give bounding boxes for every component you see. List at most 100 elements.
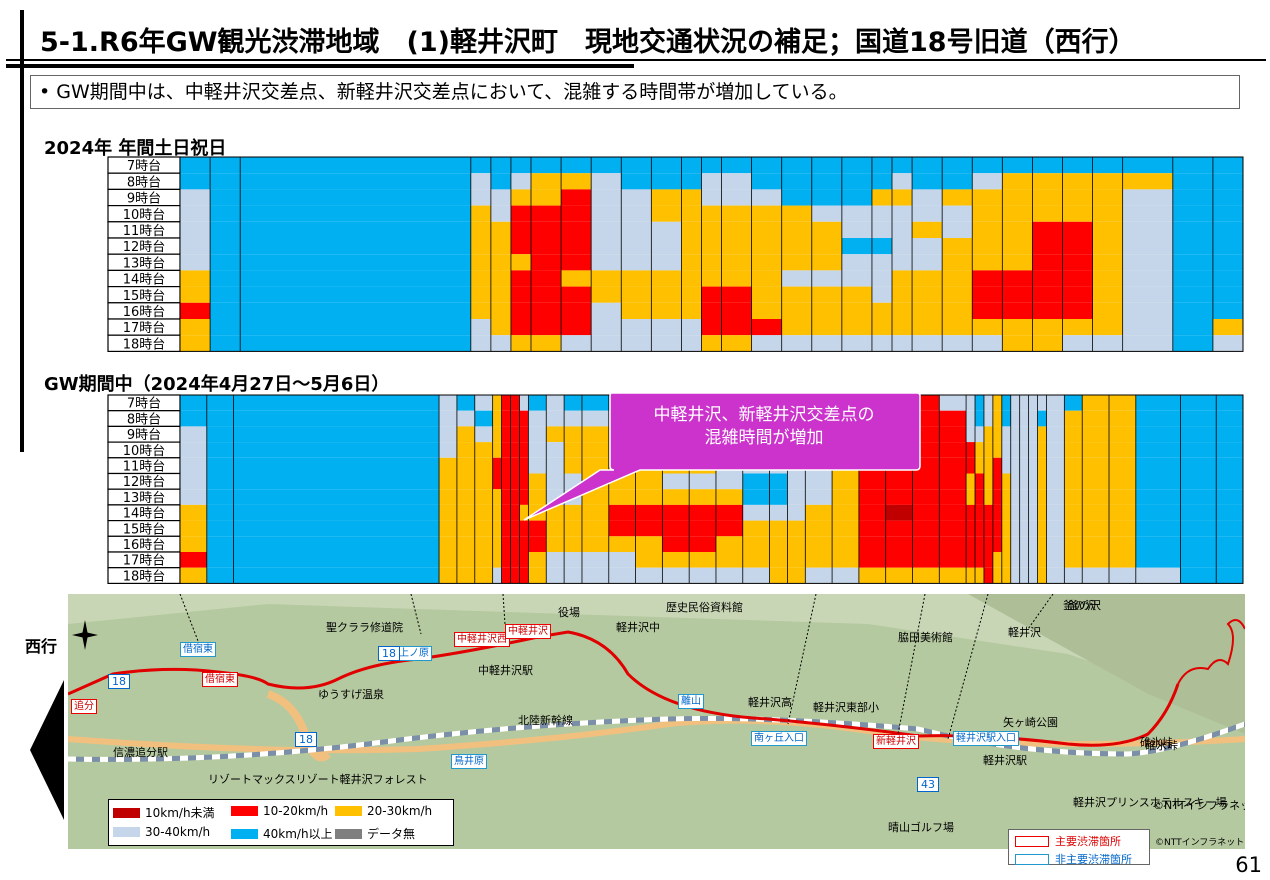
heatmap-cell: [1216, 395, 1243, 411]
route-marker-1: 18: [108, 674, 130, 689]
heatmap-cell: [510, 221, 531, 238]
heatmap-cell: [1135, 489, 1181, 505]
heatmap-cell: [1109, 504, 1136, 521]
row-label: 15時台: [123, 289, 166, 304]
heatmap-cell: [510, 270, 531, 287]
heatmap-cell: [1062, 270, 1093, 287]
bottleneck-legend: 主要渋滞箇所 非主要渋滞箇所: [1008, 829, 1150, 866]
heatmap-cell: [781, 270, 812, 287]
heatmap-cell: [1064, 567, 1083, 584]
heatmap-cell: [519, 489, 529, 505]
heatmap-cell: [1037, 504, 1047, 521]
direction-label: 西行: [25, 637, 58, 656]
heatmap-cell: [742, 536, 770, 552]
heatmap-cell: [912, 205, 943, 222]
heatmap-cell: [769, 473, 788, 490]
heatmap-cell: [1216, 426, 1243, 443]
heatmap-cell: [492, 489, 502, 505]
heatmap-cell: [519, 426, 529, 443]
heatmap-cell: [206, 504, 234, 521]
heatmap-cell: [781, 173, 812, 190]
legend-label: データ無: [367, 827, 416, 841]
map-place-1: 聖クララ修道院: [326, 621, 403, 634]
heatmap-cell: [1062, 319, 1093, 336]
heatmap-cell: [781, 254, 812, 271]
heatmap-cell: [1122, 286, 1173, 303]
heatmap-cell: [474, 552, 493, 568]
heatmap-cell: [591, 335, 622, 352]
heatmap-cell: [841, 205, 872, 222]
heatmap-cell: [635, 552, 663, 568]
heatmap-cell: [180, 536, 207, 552]
heatmap-cell: [1001, 504, 1011, 521]
heatmap-cell: [206, 410, 234, 427]
heatmap-cell: [681, 205, 702, 222]
heatmap-cell: [240, 205, 471, 222]
heatmap-cell: [1109, 457, 1136, 474]
heatmap-cell: [1010, 426, 1020, 443]
map-place-18: 歴史民俗資料館: [666, 601, 743, 614]
heatmap-cell: [1002, 302, 1033, 319]
heatmap-cell: [781, 189, 812, 206]
heatmap-cell: [519, 536, 529, 552]
heatmap-cell: [871, 270, 893, 287]
heatmap-cell: [983, 457, 993, 474]
heatmap-cell: [1019, 457, 1029, 474]
heatmap-cell: [892, 270, 913, 287]
heatmap-cell: [1019, 473, 1029, 490]
heatmap-cell: [1092, 221, 1123, 238]
legend-swatch: [231, 828, 258, 839]
map-label-toriibara: 鳥井原: [451, 754, 487, 769]
heatmap-cell: [519, 473, 529, 490]
heatmap-cell: [1082, 442, 1110, 458]
heatmap-cell: [1046, 536, 1065, 552]
heatmap-cell: [858, 536, 886, 552]
heatmap-cell: [210, 302, 241, 319]
heatmap-cell: [1172, 286, 1213, 303]
heatmap-cell: [1002, 157, 1033, 174]
heatmap-cell: [992, 410, 1002, 427]
heatmap-cell: [651, 189, 682, 206]
heatmap-cell: [1092, 205, 1123, 222]
heatmap-cell: [841, 221, 872, 238]
legend-swatch: [113, 827, 140, 837]
heatmap-cell: [1019, 536, 1029, 552]
route-marker-3: 18: [295, 732, 317, 747]
map-place-13: 晴山ゴルフ場: [888, 821, 954, 834]
heatmap-cell: [180, 442, 207, 458]
heatmap-cell: [992, 457, 1002, 474]
heatmap-cell: [912, 536, 940, 552]
row-label: 10時台: [123, 444, 166, 459]
heatmap-cell: [206, 536, 234, 552]
heatmap-cell: [439, 442, 457, 458]
map-place-12: 軽井沢プリンスホテルスキー場: [1073, 796, 1227, 809]
heatmap-cell: [983, 410, 993, 427]
heatmap-cell: [721, 270, 752, 287]
row-label: 15時台: [123, 522, 166, 537]
legend-label: 20-30km/h: [367, 804, 433, 818]
speed-legend: 10km/h未満 10-20km/h 20-30km/h 30-40km/h 40km/…: [108, 799, 454, 846]
heatmap-cell: [492, 567, 502, 584]
heatmap-cell: [1135, 395, 1181, 411]
heatmap-cell: [546, 426, 565, 443]
heatmap-cell: [470, 205, 491, 222]
heatmap-cell: [1172, 254, 1213, 271]
heatmap-cell: [1082, 489, 1110, 505]
heatmap-cell: [474, 473, 493, 490]
legend2-sub-label: 非主要渋滞箇所: [1055, 853, 1132, 866]
heatmap-cell: [561, 205, 592, 222]
heatmap-cell: [1122, 270, 1173, 287]
heatmap-cell: [662, 536, 690, 552]
heatmap-cell: [811, 270, 842, 287]
heatmap-cell: [1001, 395, 1011, 411]
heatmap-cell: [635, 489, 663, 505]
heatmap-cell: [530, 205, 562, 222]
heatmap-cell: [561, 173, 592, 190]
heatmap-cell: [1064, 426, 1083, 443]
heatmap-cell: [966, 473, 976, 490]
heatmap-cell: [781, 221, 812, 238]
legend2-sub-swatch: [1015, 853, 1049, 865]
heatmap-cell: [180, 173, 211, 190]
row-label: 9時台: [127, 192, 161, 207]
heatmap-cell: [885, 520, 913, 537]
